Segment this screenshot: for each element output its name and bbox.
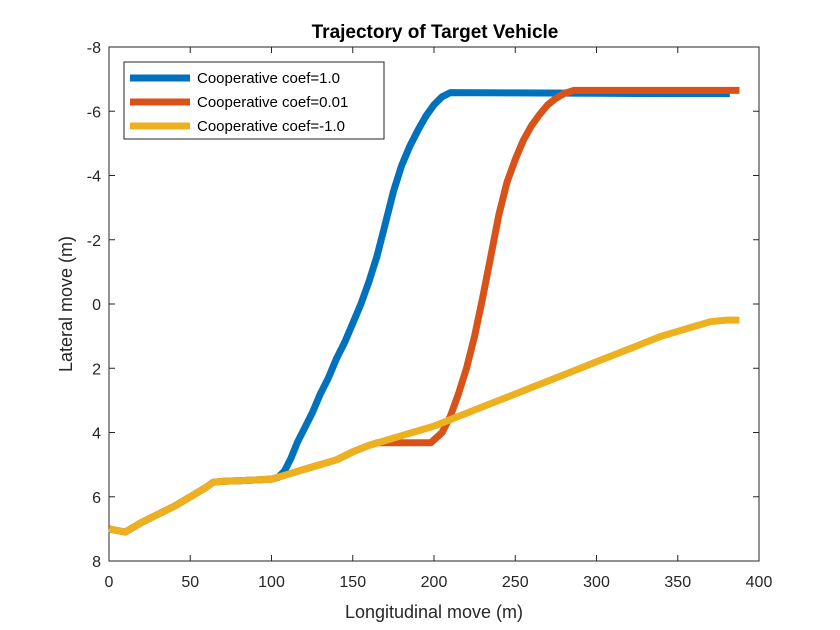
chart-title: Trajectory of Target Vehicle — [312, 22, 559, 43]
y-tick-label: 0 — [92, 297, 101, 314]
x-tick-label: 250 — [502, 574, 529, 591]
legend-label-3: Cooperative coef=-1.0 — [197, 118, 345, 135]
x-tick-label: 200 — [421, 574, 448, 591]
x-axis-ticks: 0 50 100 150 200 250 300 350 400 — [105, 47, 773, 591]
y-axis-title: Lateral move (m) — [56, 236, 76, 372]
legend-label-1: Cooperative coef=1.0 — [197, 70, 340, 87]
x-tick-label: 0 — [105, 574, 114, 591]
y-tick-label: 6 — [92, 490, 101, 507]
x-tick-label: 50 — [181, 574, 199, 591]
x-tick-label: 100 — [258, 574, 285, 591]
y-tick-label: -8 — [87, 40, 101, 57]
legend: Cooperative coef=1.0 Cooperative coef=0.0… — [123, 61, 385, 140]
series-line-3 — [108, 316, 740, 536]
y-tick-label: -4 — [87, 169, 101, 186]
x-tick-label: 300 — [583, 574, 610, 591]
x-tick-label: 350 — [664, 574, 691, 591]
y-tick-label: 4 — [92, 426, 101, 443]
y-tick-label: -6 — [87, 104, 101, 121]
x-axis-title: Longitudinal move (m) — [345, 602, 523, 622]
series-layer — [108, 86, 740, 536]
legend-items: Cooperative coef=1.0 Cooperative coef=0.0… — [130, 70, 348, 135]
y-axis-ticks: -8 -6 -4 -2 0 2 4 6 8 — [87, 40, 759, 571]
y-tick-label: 8 — [92, 554, 101, 571]
y-tick-label: 2 — [92, 361, 101, 378]
legend-label-2: Cooperative coef=0.01 — [197, 94, 348, 111]
x-tick-label: 150 — [339, 574, 366, 591]
x-tick-label: 400 — [746, 574, 773, 591]
y-tick-label: -2 — [87, 233, 101, 250]
